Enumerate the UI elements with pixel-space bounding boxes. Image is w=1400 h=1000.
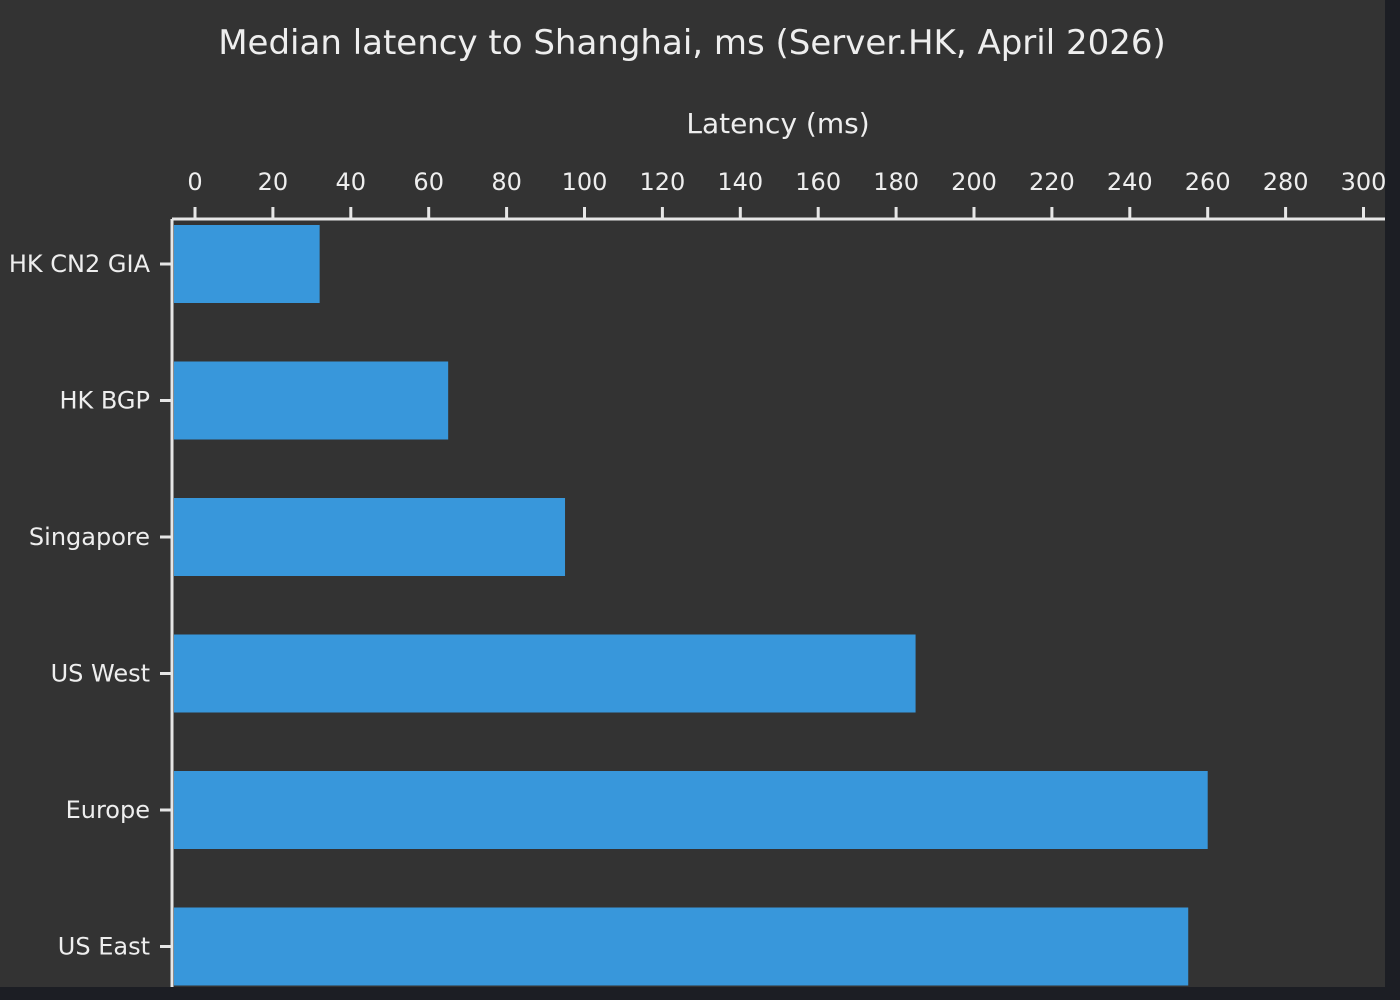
x-tick-label: 240: [1107, 168, 1153, 196]
x-tick-label: 220: [1029, 168, 1075, 196]
bar: [174, 498, 566, 576]
x-tick-label: 280: [1263, 168, 1309, 196]
y-axis: HK CN2 GIA HK BGP Singapore US West Europe US…: [9, 250, 172, 961]
x-tick-label: 180: [873, 168, 919, 196]
x-tick-label: 200: [951, 168, 997, 196]
x-tick-label: 140: [717, 168, 763, 196]
x-tick-label: 160: [795, 168, 841, 196]
chart-title: Median latency to Shanghai, ms (Server.H…: [218, 23, 1166, 63]
x-tick-label: 0: [187, 168, 202, 196]
category-label: US East: [58, 933, 150, 961]
x-tick-label: 20: [258, 168, 289, 196]
x-tick-label: 100: [562, 168, 608, 196]
x-tick-label: 300: [1341, 168, 1385, 196]
category-label: HK CN2 GIA: [9, 250, 151, 278]
bars: [174, 225, 1208, 986]
bar: [174, 771, 1208, 849]
x-axis: 0 20 40 60 80 100 120 140 160 180 200 220 240 260 280 3…: [187, 168, 1385, 219]
x-axis-title: Latency (ms): [686, 107, 869, 140]
category-label: US West: [51, 660, 150, 688]
x-tick-label: 60: [413, 168, 444, 196]
x-tick-label: 120: [639, 168, 685, 196]
category-label: Singapore: [29, 523, 150, 551]
x-tick-label: 80: [491, 168, 522, 196]
category-label: HK BGP: [59, 387, 150, 415]
bar-chart: Median latency to Shanghai, ms (Server.H…: [9, 23, 1385, 987]
x-tick-label: 260: [1185, 168, 1231, 196]
chart-panel: Median latency to Shanghai, ms (Server.H…: [0, 0, 1385, 987]
bar: [174, 634, 916, 713]
bar: [174, 907, 1189, 986]
bar: [174, 225, 320, 303]
bar: [174, 361, 449, 440]
category-label: Europe: [66, 796, 150, 824]
x-tick-label: 40: [336, 168, 367, 196]
